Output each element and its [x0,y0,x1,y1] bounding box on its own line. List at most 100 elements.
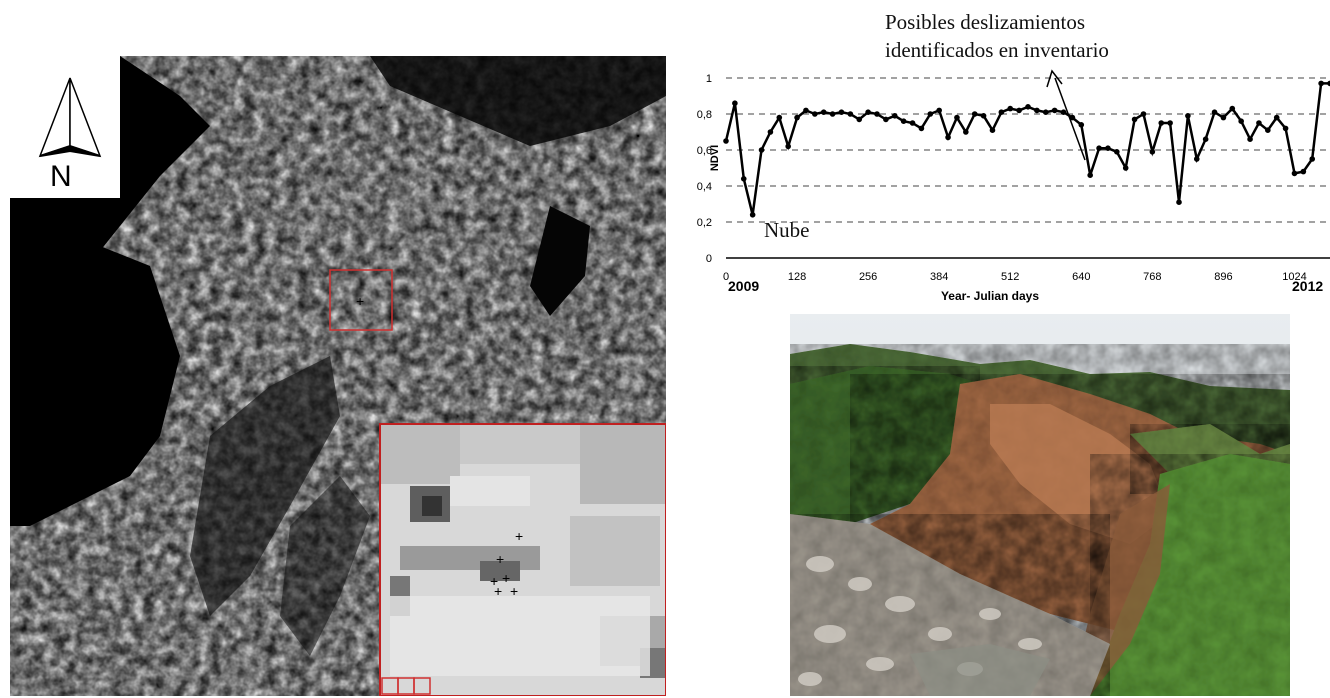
data-point [1256,120,1262,126]
data-point [1078,122,1085,128]
data-point [1202,136,1209,142]
data-point [1229,105,1236,112]
data-point [1122,165,1129,171]
y-tick-label: 0 [706,253,712,265]
svg-text:+: + [502,570,510,586]
data-point [874,111,880,117]
data-point [891,113,898,119]
north-arrow-icon [38,77,102,158]
x-tick-label: 256 [859,271,877,283]
data-point [1300,168,1307,175]
landslide-photograph [790,314,1290,696]
inset-zoom-map: + + + + + + [379,423,666,696]
data-point [1211,109,1218,115]
data-point [1051,107,1058,114]
data-point [954,114,960,121]
x-tick-label: 512 [1001,271,1019,283]
data-point [1265,127,1271,133]
data-point [865,109,871,115]
data-point [1238,118,1244,124]
data-point [918,125,925,132]
data-point [1318,80,1324,87]
data-point [1176,199,1182,205]
data-point [803,107,809,114]
y-tick-label: 0,4 [697,181,712,193]
svg-text:+: + [490,573,498,589]
data-point [1060,109,1067,115]
annotation-arrow [1054,77,1086,161]
data-point [1309,156,1316,162]
data-point [838,109,845,115]
data-point [767,129,774,135]
year-end-label: 2012 [1292,278,1323,294]
x-tick-label: 896 [1214,271,1232,283]
data-point [980,113,987,119]
data-point [723,138,729,144]
data-point [963,129,969,135]
x-tick-label: 128 [788,271,806,283]
study-area-box [329,269,393,331]
year-start-label: 2009 [728,278,759,294]
cloud-annotation: Nube [764,218,810,242]
data-point [740,176,747,182]
svg-text:+: + [510,583,518,599]
data-point [758,147,765,153]
data-point [732,100,738,106]
data-point [1016,107,1022,114]
svg-text:+: + [356,293,364,309]
data-point [1034,107,1040,114]
data-point [900,118,907,124]
svg-text:+: + [496,551,504,567]
x-axis-label: Year- Julian days [941,289,1039,303]
x-tick-label: 384 [930,271,948,283]
data-point [1193,156,1200,162]
data-point [1247,136,1253,142]
ndvi-time-series-chart: 0 0,2 0,4 0,6 0,8 1 0 128 256 384 512 640 768 896 102… [697,69,1330,303]
data-point [820,109,827,115]
data-point [1220,114,1227,121]
y-axis-label: NDVI [709,145,721,171]
data-point [1096,145,1102,151]
svg-text:+: + [515,528,523,544]
y-tick-label: 1 [706,73,712,85]
data-point [749,212,756,218]
data-point [1114,149,1120,155]
x-tick-label: 1024 [1282,271,1306,283]
north-arrow-panel [0,56,120,198]
data-point [785,143,791,150]
north-label: N [50,160,72,193]
data-point [856,116,863,123]
data-point [1069,114,1076,121]
data-point [971,111,978,117]
y-tick-label: 0,6 [697,145,712,157]
annotation-arrowhead [1046,69,1063,88]
data-point [909,120,916,126]
data-point [776,114,783,121]
annotation-line-1: Posibles deslizamientos [885,10,1086,34]
data-point [1149,149,1156,155]
data-point [1140,111,1147,117]
x-tick-label: 768 [1143,271,1161,283]
data-point [812,111,818,117]
data-point [998,109,1005,115]
data-point [1291,170,1298,177]
data-point [847,111,854,117]
data-point [1327,80,1330,87]
x-tick-label: 0 [723,271,729,283]
data-point [1158,120,1165,126]
svg-text:+: + [494,583,502,599]
data-point [936,107,942,114]
data-point [1167,120,1173,126]
annotation-line-2: identificados en inventario [885,38,1109,62]
data-point [1185,113,1191,119]
data-point [1131,116,1138,123]
y-tick-label: 0,2 [697,217,712,229]
data-point [927,111,934,117]
data-point [1087,172,1093,178]
x-tick-label: 640 [1072,271,1090,283]
data-point [1282,125,1289,132]
data-point [1042,109,1049,115]
data-point [1025,104,1031,110]
ndvi-series-line [724,82,1330,216]
y-tick-label: 0,8 [697,109,712,121]
